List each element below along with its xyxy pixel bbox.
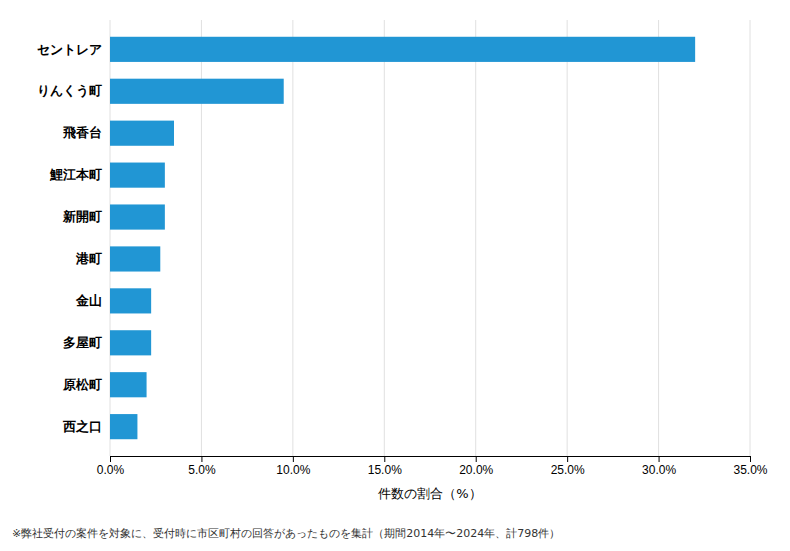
footnote: ※弊社受付の案件を対象に、受付時に市区町村の回答があったものを集計（期間2014…	[12, 527, 560, 540]
tick-mark	[201, 456, 202, 462]
bar	[110, 163, 165, 188]
tick-mark	[293, 456, 294, 462]
grid-line	[292, 20, 293, 456]
y-tick: 新開町	[62, 209, 102, 224]
y-tick: 港町	[75, 251, 102, 266]
category-label: 新開町	[62, 209, 102, 224]
bar	[110, 246, 160, 271]
x-tick: 10.0%	[276, 456, 310, 477]
category-label: 飛香台	[62, 125, 102, 140]
bar	[110, 204, 165, 229]
bar	[110, 414, 137, 439]
tick-label: 0.0%	[97, 463, 125, 477]
y-axis: セントレアりんくう町飛香台鯉江本町新開町港町金山多屋町原松町西之口	[37, 42, 102, 434]
bars	[110, 37, 695, 439]
bar	[110, 330, 151, 355]
bar	[110, 372, 147, 397]
chart: 0.0% 5.0% 10.0% 15.0% 20.0% 25.0% 30.0% 35.0% セン…	[0, 0, 790, 551]
bar	[110, 79, 284, 104]
tick-label: 25.0%	[551, 463, 585, 477]
x-tick: 0.0%	[97, 456, 125, 477]
tick-mark	[476, 456, 477, 462]
bar	[110, 121, 174, 146]
grid-line	[658, 20, 659, 456]
category-label: りんくう町	[37, 83, 102, 98]
plot: 0.0% 5.0% 10.0% 15.0% 20.0% 25.0% 30.0% 35.0% セン…	[37, 20, 768, 501]
x-tick: 30.0%	[642, 456, 676, 477]
category-label: 多屋町	[63, 335, 102, 350]
tick-label: 15.0%	[368, 463, 402, 477]
tick-label: 35.0%	[733, 463, 767, 477]
tick-label: 10.0%	[276, 463, 310, 477]
grid-line	[475, 20, 476, 456]
grid-line	[384, 20, 385, 456]
grid-line	[567, 20, 568, 456]
y-tick: セントレア	[37, 42, 102, 57]
category-label: 西之口	[62, 419, 102, 434]
y-tick: りんくう町	[37, 83, 102, 98]
x-tick: 25.0%	[551, 456, 585, 477]
y-tick: 多屋町	[63, 335, 102, 350]
grid-line	[750, 20, 751, 456]
y-tick: 飛香台	[62, 125, 102, 140]
tick-label: 5.0%	[188, 463, 216, 477]
y-tick: 金山	[75, 293, 102, 308]
y-tick: 鯉江本町	[49, 167, 102, 182]
x-tick: 20.0%	[459, 456, 493, 477]
y-tick: 原松町	[62, 377, 102, 392]
axis-line	[111, 457, 751, 463]
grid	[110, 20, 750, 456]
x-tick: 35.0%	[733, 456, 767, 477]
tick-label: 20.0%	[459, 463, 493, 477]
x-axis-title: 件数の割合（%）	[378, 486, 481, 501]
category-label: セントレア	[37, 42, 102, 57]
tick-mark	[750, 456, 751, 462]
bar	[110, 288, 151, 313]
category-label: 原松町	[62, 377, 102, 392]
bar	[110, 37, 695, 62]
x-axis: 0.0% 5.0% 10.0% 15.0% 20.0% 25.0% 30.0% 35.0%	[97, 456, 768, 477]
category-label: 金山	[75, 293, 102, 308]
y-tick: 西之口	[62, 419, 102, 434]
tick-label: 30.0%	[642, 463, 676, 477]
tick-mark	[110, 456, 111, 462]
x-tick: 15.0%	[368, 456, 402, 477]
tick-mark	[384, 456, 385, 462]
x-tick: 5.0%	[188, 456, 216, 477]
tick-mark	[659, 456, 660, 462]
category-label: 港町	[75, 251, 102, 266]
tick-mark	[567, 456, 568, 462]
category-label: 鯉江本町	[49, 167, 102, 182]
